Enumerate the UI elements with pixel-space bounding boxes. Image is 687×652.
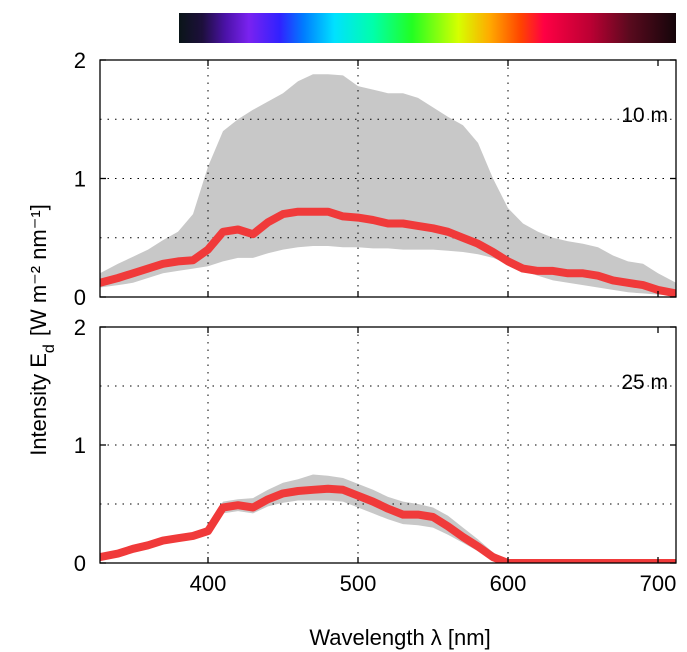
panel-10m: 0 1 2 10 m (74, 48, 677, 310)
x-tick-label-400: 400 (190, 571, 227, 596)
variability-band (100, 474, 676, 563)
x-tick-label-500: 500 (340, 571, 377, 596)
y-tick-label-0: 0 (74, 551, 86, 576)
mean-spectrum-line (100, 207, 676, 297)
y-tick-label-1: 1 (74, 167, 86, 192)
panel-frame (99, 326, 677, 564)
panel-25m: 0 1 2 25 m (74, 315, 677, 576)
depth-label: 25 m (621, 371, 668, 394)
x-axis-label: Wavelength λ [nm] (309, 625, 490, 650)
mean-spectrum-line (100, 484, 676, 563)
y-axis-label: Intensity Ed [W m⁻² nm⁻¹] (26, 204, 58, 456)
y-axis-label-units: [W m⁻² nm⁻¹] (26, 204, 51, 336)
y-tick-label-2: 2 (74, 315, 86, 340)
x-tick-label-600: 600 (490, 571, 527, 596)
x-tick-label-700: 700 (640, 571, 677, 596)
y-tick-label-1: 1 (74, 433, 86, 458)
depth-label: 10 m (621, 104, 668, 127)
plot-area (100, 327, 676, 563)
y-axis-label-subscript: d (41, 344, 58, 353)
x-tick-labels: 400 500 600 700 (190, 571, 677, 596)
y-tick-label-0: 0 (74, 285, 86, 310)
plot-area (100, 60, 676, 297)
y-axis-label-main: Intensity E (26, 353, 51, 456)
spectrum-colorbar (179, 13, 676, 43)
variability-band (100, 74, 676, 296)
y-tick-label-2: 2 (74, 48, 86, 73)
